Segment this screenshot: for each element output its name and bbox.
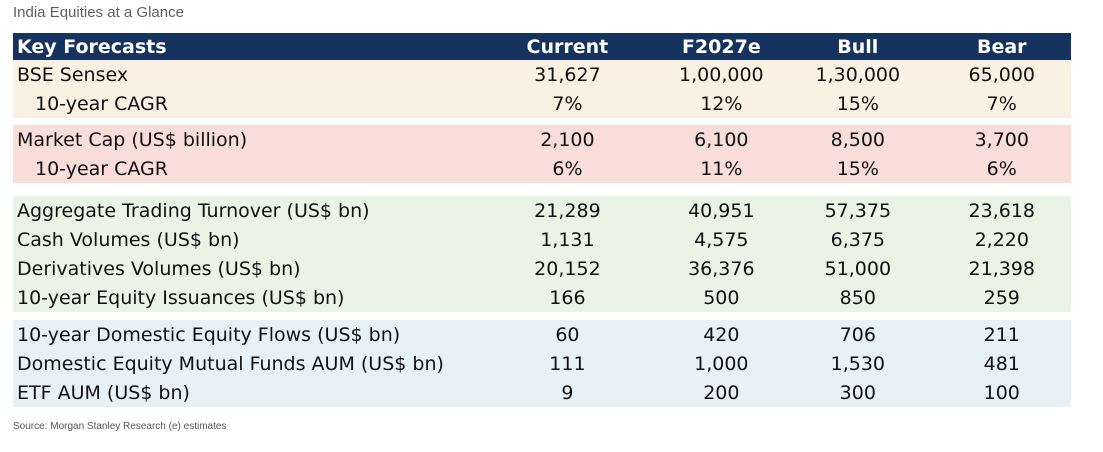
cell-bear: 100 xyxy=(983,381,1020,404)
forecast-table: Key Forecasts Current F2027e Bull Bear B… xyxy=(13,33,1071,407)
cell-f2027e: 200 xyxy=(703,381,740,404)
cell-bull: 1,530 xyxy=(830,352,886,375)
table-row: Derivatives Volumes (US$ bn) 20,152 36,3… xyxy=(13,254,1071,283)
table-row: 10-year Equity Issuances (US$ bn) 166 50… xyxy=(13,283,1071,312)
group-turnover: Aggregate Trading Turnover (US$ bn) 21,2… xyxy=(13,196,1071,312)
cell-current: 21,289 xyxy=(534,199,601,222)
row-label: 10-year Domestic Equity Flows (US$ bn) xyxy=(17,323,401,346)
row-label: ETF AUM (US$ bn) xyxy=(17,381,190,404)
table-header: Key Forecasts Current F2027e Bull Bear xyxy=(13,33,1071,60)
cell-f2027e: 11% xyxy=(700,157,743,180)
cell-bull: 6,375 xyxy=(830,228,886,251)
cell-f2027e: 420 xyxy=(703,323,740,346)
row-label: BSE Sensex xyxy=(17,63,129,86)
cell-current: 2,100 xyxy=(540,128,595,151)
header-f2027e: F2027e xyxy=(681,35,761,58)
header-current: Current xyxy=(526,35,609,58)
cell-bear: 2,220 xyxy=(974,228,1029,251)
table-row: Aggregate Trading Turnover (US$ bn) 21,2… xyxy=(13,196,1071,225)
table-row: Market Cap (US$ billion) 2,100 6,100 8,5… xyxy=(13,125,1071,154)
cell-bull: 15% xyxy=(836,92,879,115)
header-bear: Bear xyxy=(976,35,1027,58)
cell-bear: 6% xyxy=(986,157,1017,180)
cell-f2027e: 500 xyxy=(703,286,740,309)
group-market-cap: Market Cap (US$ billion) 2,100 6,100 8,5… xyxy=(13,125,1071,183)
cell-f2027e: 40,951 xyxy=(688,199,755,222)
cell-current: 20,152 xyxy=(534,257,601,280)
table-row: BSE Sensex 31,627 1,00,000 1,30,000 65,0… xyxy=(13,60,1071,89)
cell-bull: 8,500 xyxy=(830,128,886,151)
cell-bull: 850 xyxy=(839,286,876,309)
cell-bull: 15% xyxy=(836,157,879,180)
cell-current: 60 xyxy=(555,323,580,346)
cell-bear: 7% xyxy=(986,92,1017,115)
cell-bull: 706 xyxy=(839,323,876,346)
cell-bull: 1,30,000 xyxy=(815,63,901,86)
cell-f2027e: 1,000 xyxy=(694,352,749,375)
cell-bull: 51,000 xyxy=(824,257,892,280)
group-flows: 10-year Domestic Equity Flows (US$ bn) 6… xyxy=(13,320,1071,407)
cell-bull: 300 xyxy=(839,381,876,404)
header-label: Key Forecasts xyxy=(17,35,167,58)
cell-current: 7% xyxy=(552,92,583,115)
cell-bear: 65,000 xyxy=(968,63,1035,86)
cell-current: 6% xyxy=(552,157,583,180)
table-row: 10-year CAGR 7% 12% 15% 7% xyxy=(13,89,1071,118)
row-label: Domestic Equity Mutual Funds AUM (US$ bn… xyxy=(17,352,444,375)
cell-current: 1,131 xyxy=(540,228,595,251)
cell-current: 111 xyxy=(549,352,586,375)
cell-f2027e: 4,575 xyxy=(694,228,749,251)
header-bull: Bull xyxy=(837,35,879,58)
cell-bear: 211 xyxy=(983,323,1020,346)
cell-bear: 259 xyxy=(983,286,1020,309)
cell-current: 31,627 xyxy=(534,63,601,86)
table-row: Cash Volumes (US$ bn) 1,131 4,575 6,375 … xyxy=(13,225,1071,254)
row-label: 10-year Equity Issuances (US$ bn) xyxy=(17,286,345,309)
table-row: Domestic Equity Mutual Funds AUM (US$ bn… xyxy=(13,349,1071,378)
cell-bear: 3,700 xyxy=(974,128,1029,151)
group-sensex: BSE Sensex 31,627 1,00,000 1,30,000 65,0… xyxy=(13,60,1071,118)
row-label: 10-year CAGR xyxy=(35,157,168,180)
table-row: ETF AUM (US$ bn) 9 200 300 100 xyxy=(13,378,1071,407)
source-note: Source: Morgan Stanley Research (e) esti… xyxy=(13,421,227,432)
table-title: India Equities at a Glance xyxy=(13,4,184,21)
cell-bear: 481 xyxy=(983,352,1020,375)
row-label: Derivatives Volumes (US$ bn) xyxy=(17,257,301,280)
row-label: 10-year CAGR xyxy=(35,92,168,115)
cell-f2027e: 12% xyxy=(700,92,743,115)
row-label: Cash Volumes (US$ bn) xyxy=(17,228,240,251)
cell-current: 9 xyxy=(561,381,574,404)
row-label: Market Cap (US$ billion) xyxy=(17,128,248,151)
cell-f2027e: 1,00,000 xyxy=(679,63,764,86)
row-label: Aggregate Trading Turnover (US$ bn) xyxy=(17,199,370,222)
cell-bear: 21,398 xyxy=(968,257,1035,280)
cell-bear: 23,618 xyxy=(968,199,1035,222)
cell-bull: 57,375 xyxy=(824,199,892,222)
table-row: 10-year CAGR 6% 11% 15% 6% xyxy=(13,154,1071,183)
cell-f2027e: 36,376 xyxy=(688,257,755,280)
cell-f2027e: 6,100 xyxy=(694,128,749,151)
table-row: 10-year Domestic Equity Flows (US$ bn) 6… xyxy=(13,320,1071,349)
cell-current: 166 xyxy=(549,286,586,309)
